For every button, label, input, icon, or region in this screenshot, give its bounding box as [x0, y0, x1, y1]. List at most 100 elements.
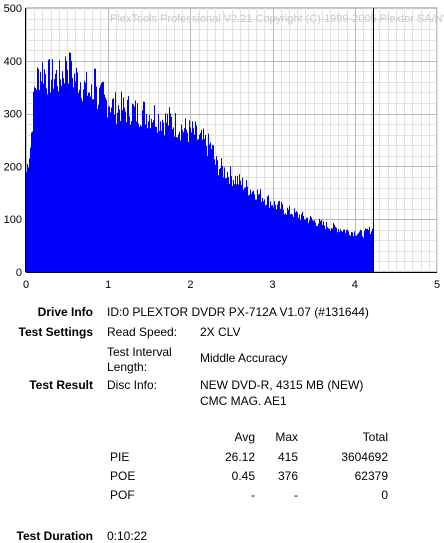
pie-bar [67, 69, 68, 272]
pie-bar [62, 71, 63, 272]
pie-bar [113, 98, 114, 272]
pie-bar [160, 121, 161, 272]
pie-bar [78, 92, 79, 272]
pie-bar [222, 166, 223, 272]
pie-bar [228, 177, 229, 272]
pie-bar [306, 217, 307, 272]
pie-bar [51, 79, 52, 272]
pie-bar [133, 104, 134, 272]
pie-bar [331, 228, 332, 272]
pie-bar [46, 88, 47, 272]
pie-bar [356, 235, 357, 272]
chart-axes [25, 8, 437, 273]
pie-bar [316, 226, 317, 272]
y-tick-label: 0 [16, 267, 22, 279]
pie-bar [184, 128, 185, 272]
pie-bar [183, 132, 184, 272]
pie-bar [162, 119, 163, 272]
pie-bar [295, 212, 296, 272]
pie-bar [114, 114, 115, 272]
pie-bar [282, 204, 283, 272]
row-avg: 0.45 [231, 469, 255, 483]
pie-bar [116, 124, 117, 273]
pie-bar [336, 227, 337, 272]
pie-bar [332, 228, 333, 272]
pie-bar [120, 120, 121, 272]
pie-bar [246, 180, 247, 272]
pie-bar [372, 228, 373, 272]
pie-bar [196, 125, 197, 272]
pie-bar [36, 89, 37, 272]
pie-bar [231, 176, 232, 272]
pie-bar [266, 204, 267, 272]
pie-bar [37, 67, 38, 272]
pie-bar [72, 77, 73, 272]
pie-bar [344, 229, 345, 272]
pie-bar [180, 140, 181, 272]
pie-bar [82, 101, 83, 272]
test-settings-label: Test Settings [18, 325, 93, 339]
pie-bar [206, 145, 207, 272]
drive-info-value: ID:0 PLEXTOR DVDR PX-712A V1.07 (#131644… [107, 305, 369, 319]
pie-bar [194, 134, 195, 272]
pie-bar [74, 73, 75, 272]
pie-bar [293, 216, 294, 272]
header-avg: Avg [234, 430, 255, 444]
pie-bar [273, 207, 274, 272]
pie-bar [248, 195, 249, 272]
pie-bar [52, 59, 53, 272]
pie-bar [27, 163, 28, 272]
pie-bar [234, 184, 235, 272]
pie-bar [209, 144, 210, 272]
chart-watermark: PlexTools Professional V2.21 Copyright (… [110, 13, 444, 25]
pie-bar [134, 106, 135, 272]
pie-bar [201, 129, 202, 272]
x-tick-label: 1 [105, 279, 111, 291]
pie-bar [115, 92, 116, 272]
pie-bar [56, 69, 57, 272]
pie-bar [297, 212, 298, 272]
pie-bar [237, 175, 238, 272]
read-speed-value: 2X CLV [200, 325, 241, 339]
pie-bar [333, 223, 334, 272]
pie-bar [188, 141, 189, 272]
pie-bar [121, 91, 122, 272]
pie-bar [91, 84, 92, 272]
pie-bar [84, 80, 85, 272]
pie-bar [300, 220, 301, 272]
pie-bar [50, 92, 51, 272]
pie-bar [299, 214, 300, 272]
pie-bar [100, 85, 101, 272]
pie-bar [44, 69, 45, 272]
pie-bar [258, 194, 259, 272]
pie-bar [200, 132, 201, 272]
pie-bar [189, 120, 190, 272]
pie-bar [289, 205, 290, 272]
pie-bar [75, 81, 76, 272]
pie-bar [285, 213, 286, 272]
pie-bar [129, 116, 130, 272]
pie-bar [354, 231, 355, 272]
pie-bar [343, 229, 344, 272]
pie-bar [210, 142, 211, 272]
pie-bar [219, 169, 220, 272]
pie-bar [124, 107, 125, 272]
pie-bar [290, 214, 291, 272]
row-name: POF [110, 488, 135, 502]
pie-bar [311, 217, 312, 272]
pie-spike-bar [102, 81, 104, 272]
pie-bar [226, 178, 227, 272]
pie-bar [26, 171, 27, 272]
pie-bar [130, 124, 131, 273]
pie-bar [32, 131, 33, 272]
pie-bar [108, 106, 109, 272]
pie-bar [232, 186, 233, 272]
pie-bar [264, 199, 265, 272]
pie-bar [348, 231, 349, 272]
pie-bar [307, 217, 308, 272]
pie-bar [28, 167, 29, 272]
pie-bar [42, 62, 43, 272]
pie-bar [256, 199, 257, 272]
interval-value: Middle Accuracy [200, 351, 288, 365]
test-duration-label: Test Duration [16, 529, 93, 543]
